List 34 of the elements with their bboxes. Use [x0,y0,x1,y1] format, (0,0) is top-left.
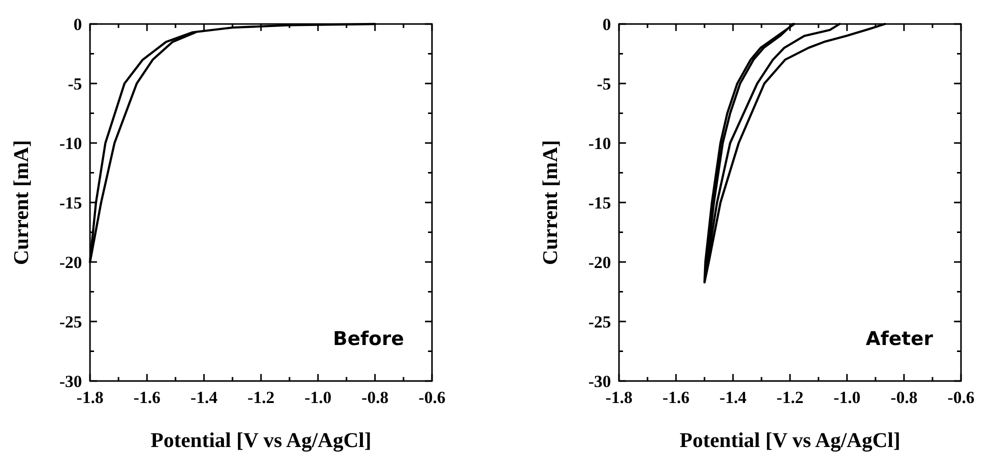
x-tick-label: -1.2 [248,388,274,407]
y-tick-label: -20 [588,252,611,272]
annotation: Before [333,328,404,350]
annotation: Afeter [866,328,934,350]
x-tick-label: -1.6 [134,388,160,407]
x-tick-label: -0.6 [948,388,974,407]
y-axis-title: Current [mA] [9,140,33,265]
x-tick-label: -1.4 [720,388,747,407]
y-tick-label: -25 [588,312,611,332]
x-tick-label: -1.4 [190,388,218,407]
x-axis-title: Potential [V vs Ag/AgCl] [150,428,372,452]
y-tick-label: -20 [59,252,82,272]
y-tick-label: 0 [602,14,611,34]
x-tick-label: -1.0 [304,388,332,407]
y-tick-label: -30 [59,372,82,391]
y-tick-label: -5 [596,74,611,94]
x-tick-label: -1.8 [76,388,104,407]
x-tick-label: -1.8 [606,388,632,407]
y-tick-label: -5 [68,74,82,94]
x-tick-label: -1.2 [776,388,804,407]
x-tick-label: -1.6 [662,388,690,407]
y-tick-label: 0 [74,14,82,34]
x-axis-title: Potential [V vs Ag/AgCl] [680,428,900,452]
x-tick-label: -0.8 [890,388,918,407]
y-axis-title: Current [mA] [538,140,562,265]
x-tick-label: -0.8 [362,388,388,407]
x-tick-label: -1.0 [834,388,860,407]
y-tick-label: -15 [588,193,611,212]
x-tick-label: -0.6 [418,388,446,407]
y-tick-label: -25 [59,312,82,332]
y-tick-label: -10 [588,134,611,153]
y-tick-label: -10 [59,134,82,153]
y-tick-label: -15 [59,193,82,212]
y-tick-label: -30 [588,372,611,391]
